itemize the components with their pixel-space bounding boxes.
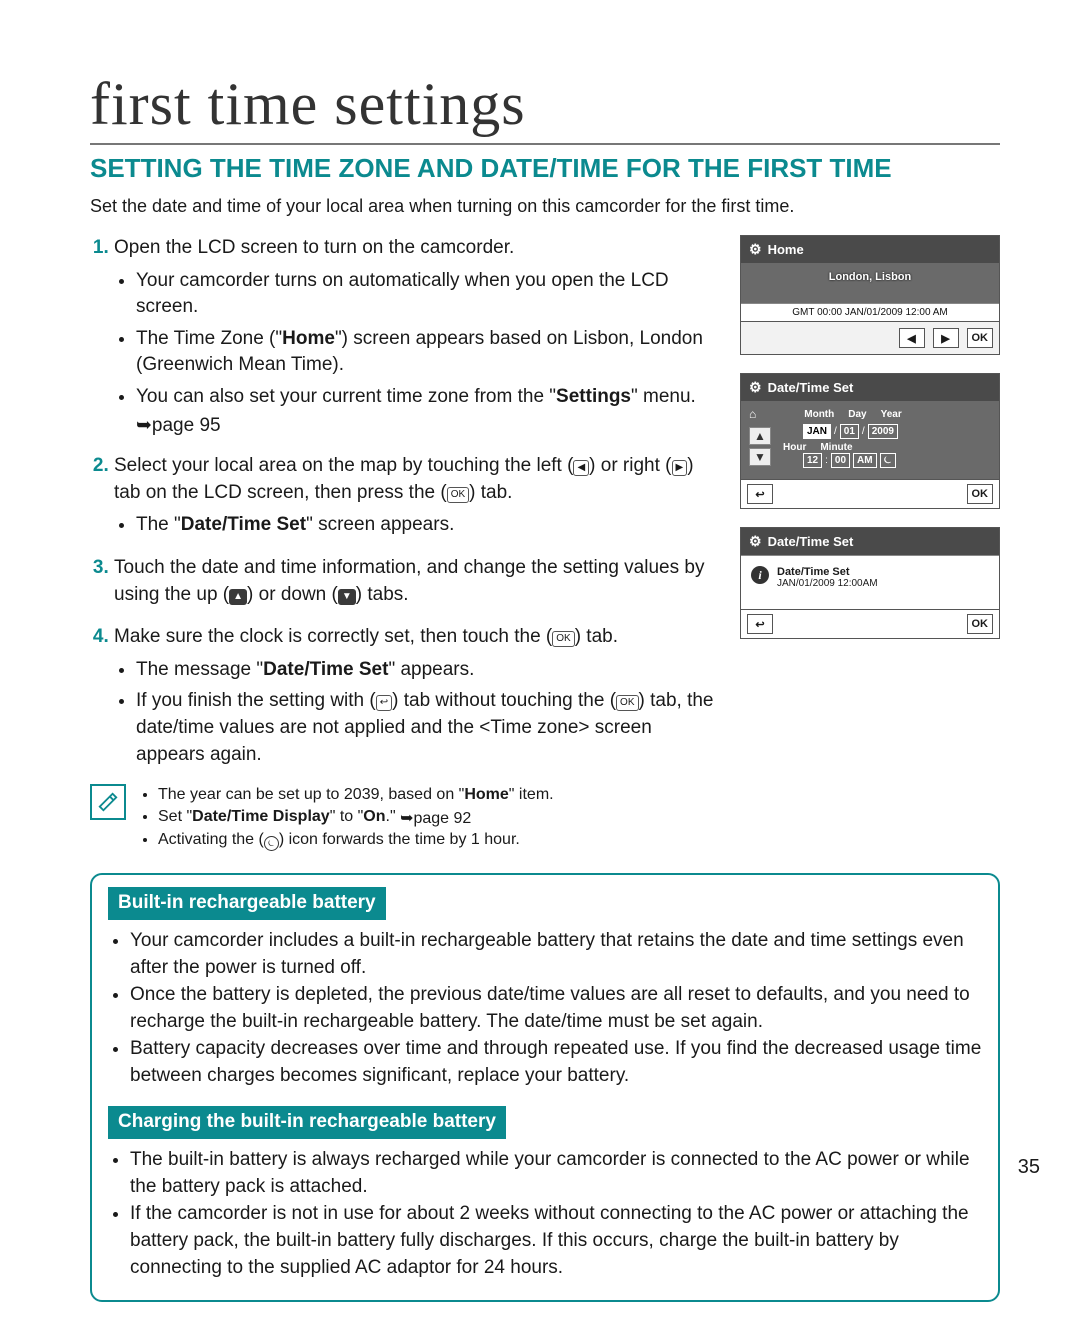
screen3-ok-button[interactable]: OK bbox=[967, 614, 994, 634]
gear-icon: ⚙ bbox=[749, 241, 762, 258]
screen2-back-button[interactable]: ↩ bbox=[747, 484, 773, 504]
step-4-bullet-2: If you finish the setting with (↩) tab w… bbox=[136, 688, 720, 768]
note-2: Set "Date/Time Display" to "On." ➥page 9… bbox=[158, 806, 554, 828]
step-3: Touch the date and time information, and… bbox=[114, 555, 720, 608]
label-hour: Hour bbox=[783, 442, 806, 453]
back-icon: ↩ bbox=[376, 695, 392, 711]
ok-icon: OK bbox=[447, 487, 469, 503]
charging-heading: Charging the built-in rechargeable batte… bbox=[108, 1106, 506, 1139]
note-list: The year can be set up to 2039, based on… bbox=[138, 784, 554, 851]
battery-heading: Built-in rechargeable battery bbox=[108, 887, 386, 920]
battery-info-box: Built-in rechargeable battery Your camco… bbox=[90, 873, 1000, 1302]
charging-bullet-1: The built-in battery is always recharged… bbox=[130, 1147, 982, 1201]
field-year[interactable]: 2009 bbox=[868, 424, 898, 439]
down-button[interactable]: ▼ bbox=[749, 448, 771, 466]
page-title: first time settings bbox=[90, 70, 1000, 145]
screen-datetime-set: ⚙ Date/Time Set ⌂ Month Day Year ▲ ▼ bbox=[740, 373, 1000, 509]
screen3-back-button[interactable]: ↩ bbox=[747, 614, 773, 634]
screen1-status: GMT 00:00 JAN/01/2009 12:00 AM bbox=[741, 303, 999, 321]
step-4-bullet-1: The message "Date/Time Set" appears. bbox=[136, 657, 720, 684]
note-icon bbox=[90, 784, 126, 820]
field-minute[interactable]: 00 bbox=[831, 453, 850, 468]
field-ampm[interactable]: AM bbox=[853, 453, 877, 468]
step-1-text: Open the LCD screen to turn on the camco… bbox=[114, 237, 514, 258]
screens-column: ⚙ Home London, Lisbon GMT 00:00 JAN/01/2… bbox=[740, 235, 1000, 639]
step-2: Select your local area on the map by tou… bbox=[114, 453, 720, 539]
steps-list: Open the LCD screen to turn on the camco… bbox=[90, 235, 720, 768]
ok-icon: OK bbox=[552, 631, 574, 647]
down-arrow-icon: ▼ bbox=[338, 589, 356, 605]
step-1-bullet-2: The Time Zone ("Home") screen appears ba… bbox=[136, 326, 720, 379]
note-1: The year can be set up to 2039, based on… bbox=[158, 784, 554, 806]
left-arrow-icon: ◀ bbox=[573, 460, 589, 476]
battery-bullet-3: Battery capacity decreases over time and… bbox=[130, 1036, 982, 1090]
section-heading: SETTING THE TIME ZONE AND DATE/TIME FOR … bbox=[90, 153, 1000, 184]
screen3-title: Date/Time Set bbox=[768, 534, 854, 549]
step-2-bullet-1: The "Date/Time Set" screen appears. bbox=[136, 512, 720, 539]
screen1-title: Home bbox=[768, 242, 804, 257]
gear-icon: ⚙ bbox=[749, 533, 762, 550]
up-arrow-icon: ▲ bbox=[229, 589, 247, 605]
intro-text: Set the date and time of your local area… bbox=[90, 196, 1000, 217]
confirm-msg-title: Date/Time Set bbox=[777, 566, 878, 578]
screen1-location: London, Lisbon bbox=[749, 271, 991, 283]
gear-icon: ⚙ bbox=[749, 379, 762, 396]
right-arrow-icon: ▶ bbox=[672, 460, 688, 476]
label-month: Month bbox=[804, 409, 834, 420]
charging-bullet-2: If the camcorder is not in use for about… bbox=[130, 1201, 982, 1282]
confirm-msg-value: JAN/01/2009 12:00AM bbox=[777, 578, 878, 589]
field-hour[interactable]: 12 bbox=[803, 453, 822, 468]
page-number: 35 bbox=[1018, 1156, 1040, 1179]
screen2-ok-button[interactable]: OK bbox=[967, 484, 994, 504]
info-icon: i bbox=[751, 566, 769, 584]
label-day: Day bbox=[848, 409, 866, 420]
up-button[interactable]: ▲ bbox=[749, 427, 771, 445]
step-1: Open the LCD screen to turn on the camco… bbox=[114, 235, 720, 437]
note-3: Activating the (⏾) icon forwards the tim… bbox=[158, 829, 554, 851]
step-1-bullet-3: You can also set your current time zone … bbox=[136, 384, 720, 437]
screen1-body: London, Lisbon bbox=[741, 263, 999, 303]
screen1-next-button[interactable]: ▶ bbox=[933, 328, 959, 348]
note-block: The year can be set up to 2039, based on… bbox=[90, 784, 720, 851]
ok-icon: OK bbox=[616, 695, 638, 711]
screen-home: ⚙ Home London, Lisbon GMT 00:00 JAN/01/2… bbox=[740, 235, 1000, 355]
field-month[interactable]: JAN bbox=[803, 424, 831, 439]
screen1-prev-button[interactable]: ◀ bbox=[899, 328, 925, 348]
screen1-ok-button[interactable]: OK bbox=[967, 328, 994, 348]
dst-toggle[interactable]: ⏾ bbox=[880, 453, 896, 468]
home-icon: ⌂ bbox=[749, 407, 756, 421]
battery-bullet-1: Your camcorder includes a built-in recha… bbox=[130, 928, 982, 982]
step-1-bullet-1: Your camcorder turns on automatically wh… bbox=[136, 268, 720, 321]
dst-icon: ⏾ bbox=[264, 836, 279, 851]
instructions-column: Open the LCD screen to turn on the camco… bbox=[90, 235, 720, 851]
screen-confirm: ⚙ Date/Time Set i Date/Time Set JAN/01/2… bbox=[740, 527, 1000, 639]
field-day[interactable]: 01 bbox=[840, 424, 859, 439]
label-minute: Minute bbox=[820, 442, 852, 453]
step-4: Make sure the clock is correctly set, th… bbox=[114, 624, 720, 768]
battery-bullet-2: Once the battery is depleted, the previo… bbox=[130, 982, 982, 1036]
label-year: Year bbox=[881, 409, 902, 420]
screen2-title: Date/Time Set bbox=[768, 380, 854, 395]
